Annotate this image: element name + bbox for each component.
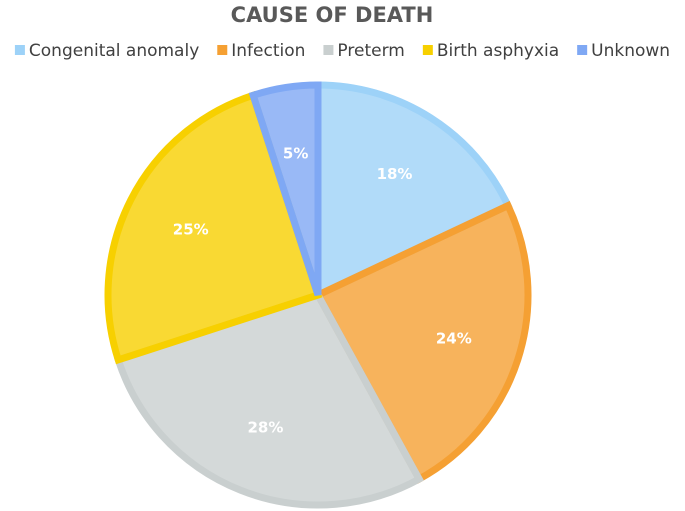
legend-label: Congenital anomaly	[29, 41, 199, 61]
legend-swatch	[422, 45, 433, 55]
slice-label: 18%	[377, 165, 413, 183]
pie: 18% 24% 28% 25% 5%	[104, 81, 532, 509]
pie-slice	[113, 290, 424, 509]
pie-slice	[314, 81, 513, 301]
slice-label: 5%	[283, 144, 308, 162]
legend-label: Infection	[231, 41, 305, 61]
slice-label: 25%	[173, 221, 209, 239]
legend-swatch	[217, 45, 228, 55]
pie-slice	[248, 81, 322, 297]
legend: Congenital anomaly Infection Preterm Birth …	[14, 41, 670, 61]
legend-swatch	[323, 45, 334, 55]
legend-label: Preterm	[337, 41, 404, 61]
pie-slice	[104, 90, 323, 365]
legend-swatch	[14, 45, 25, 55]
legend-label: Birth asphyxia	[437, 41, 559, 61]
pie-slice	[313, 200, 532, 484]
chart-title: CAUSE OF DEATH	[231, 3, 434, 27]
legend-label: Unknown	[591, 41, 670, 61]
slice-label: 28%	[247, 418, 283, 436]
slice-label: 24%	[436, 330, 472, 348]
legend-swatch	[577, 45, 588, 55]
